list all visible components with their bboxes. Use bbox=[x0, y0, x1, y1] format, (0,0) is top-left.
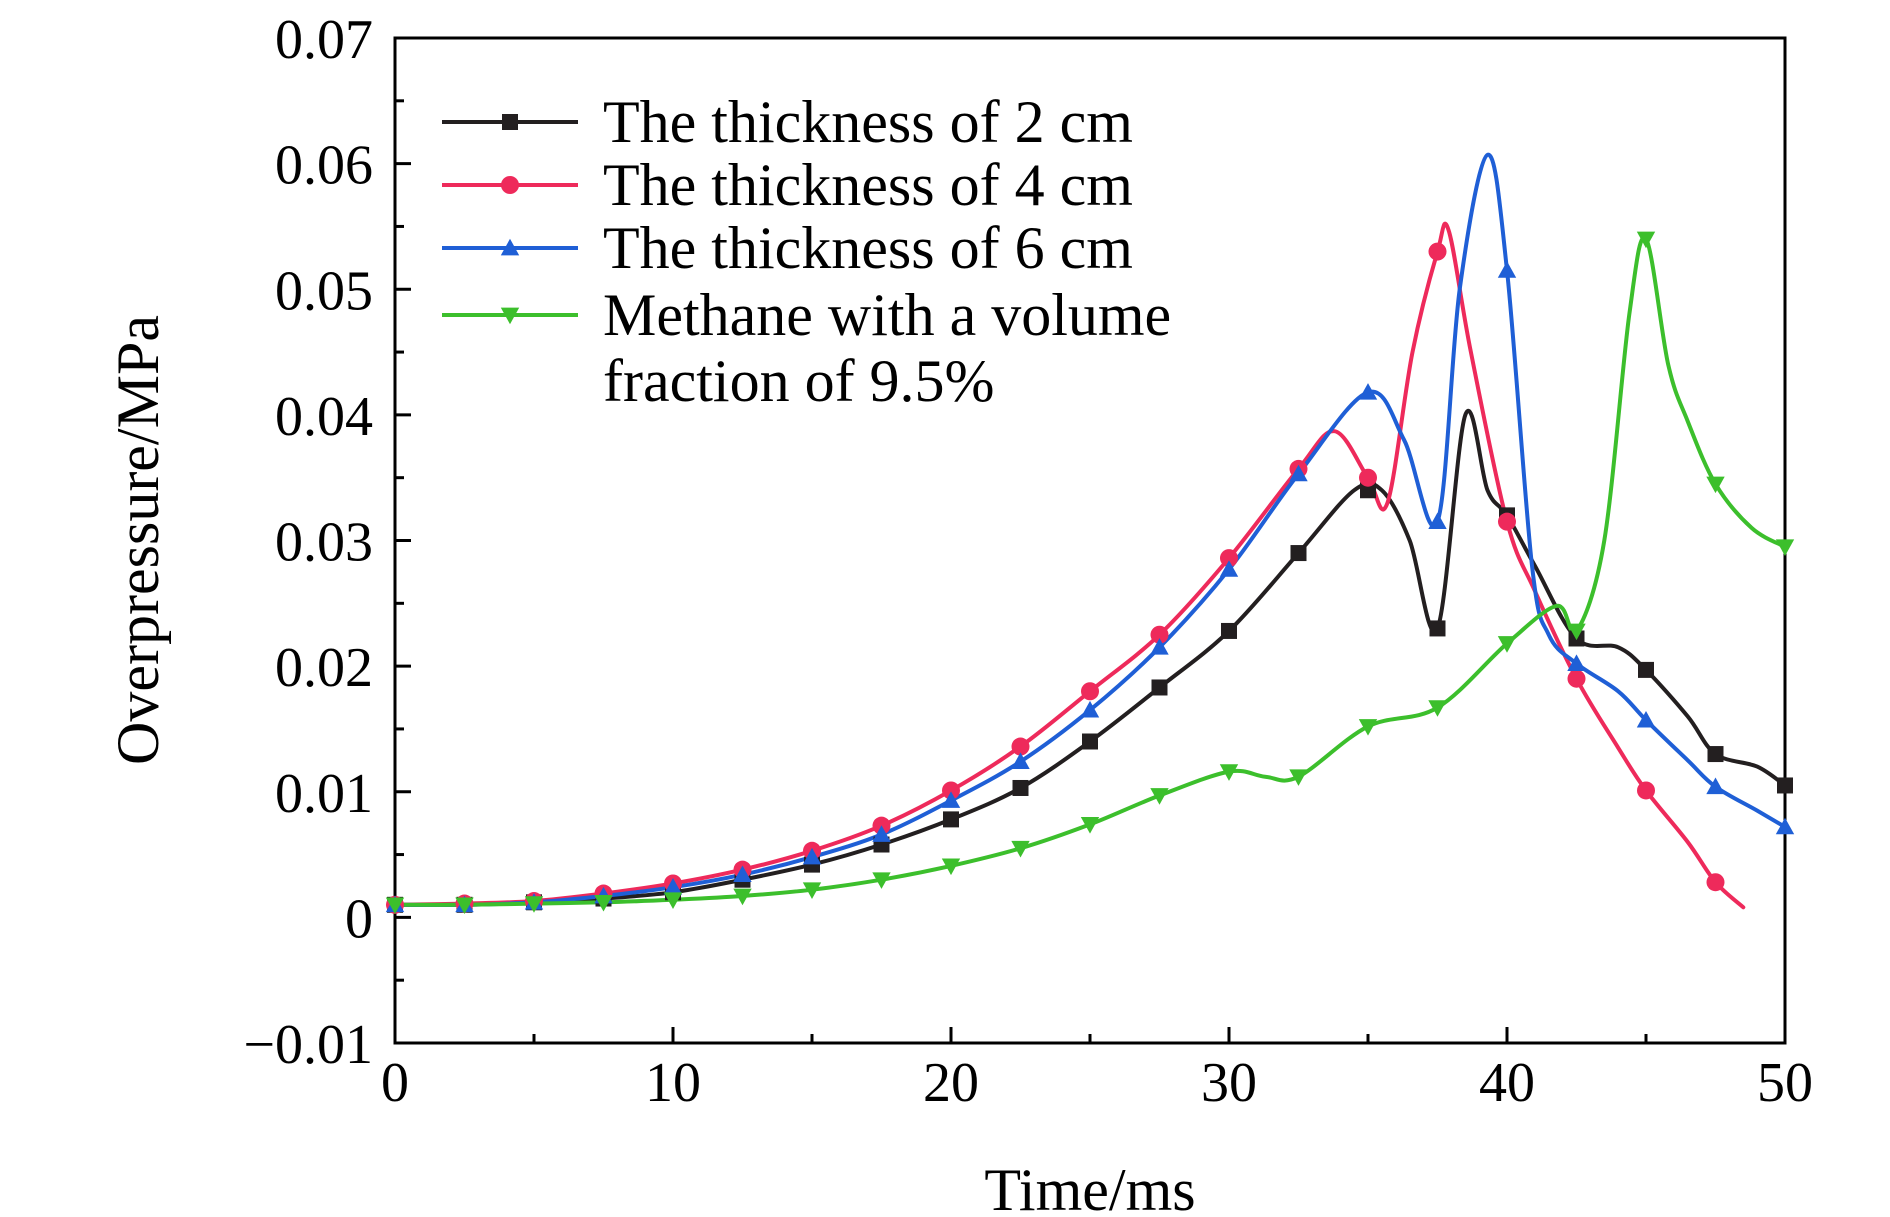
data-point-marker bbox=[1220, 549, 1238, 568]
data-point-marker bbox=[1080, 700, 1100, 718]
data-point-marker bbox=[1081, 682, 1099, 701]
data-point-marker bbox=[733, 888, 752, 906]
data-point-marker bbox=[1080, 817, 1100, 834]
data-point-marker bbox=[663, 878, 683, 895]
x-tick-label: 40 bbox=[1479, 1052, 1535, 1114]
data-point-marker bbox=[1497, 261, 1517, 278]
x-tick-label: 30 bbox=[1201, 1052, 1257, 1114]
data-point-marker bbox=[1359, 468, 1377, 487]
data-point-marker bbox=[1775, 539, 1795, 556]
data-point-marker bbox=[1706, 777, 1725, 795]
legend-label: The thickness of 2 cm bbox=[603, 89, 1133, 155]
data-point-marker bbox=[942, 781, 960, 800]
data-point-marker bbox=[1150, 638, 1169, 655]
data-point-marker bbox=[1428, 242, 1447, 261]
data-point-marker bbox=[1358, 719, 1378, 736]
legend-label: Methane with a volume bbox=[603, 282, 1171, 348]
data-point-marker bbox=[1567, 669, 1586, 688]
x-tick-label: 20 bbox=[923, 1052, 979, 1114]
y-tick-label: 0.01 bbox=[275, 763, 373, 825]
data-point-marker bbox=[663, 892, 683, 909]
data-point-marker bbox=[1012, 779, 1029, 796]
x-tick-label: 50 bbox=[1757, 1052, 1813, 1114]
data-point-marker bbox=[1151, 679, 1168, 696]
data-point-marker bbox=[594, 894, 613, 912]
data-point-marker bbox=[941, 858, 961, 876]
data-point-marker bbox=[1637, 781, 1655, 800]
data-point-marker bbox=[1360, 482, 1376, 499]
data-point-marker bbox=[1429, 620, 1446, 637]
data-point-marker bbox=[524, 896, 544, 913]
data-point-marker bbox=[1638, 661, 1654, 678]
data-point-marker bbox=[1221, 622, 1237, 639]
legend-label: The thickness of 6 cm bbox=[603, 215, 1133, 281]
data-point-marker bbox=[733, 865, 752, 883]
y-tick-label: −0.01 bbox=[243, 1014, 373, 1076]
data-point-marker bbox=[500, 238, 520, 256]
data-point-marker bbox=[802, 847, 822, 865]
data-point-marker bbox=[455, 897, 474, 915]
data-point-marker bbox=[1082, 733, 1098, 750]
data-point-marker bbox=[1290, 545, 1307, 562]
data-point-marker bbox=[1777, 777, 1793, 794]
series-line-1 bbox=[395, 409, 1785, 907]
legend-label: The thickness of 4 cm bbox=[603, 152, 1133, 218]
data-point-marker bbox=[1289, 464, 1308, 482]
x-axis: 0 10 20 30 40 50 bbox=[381, 1027, 1813, 1114]
x-tick-label: 0 bbox=[381, 1052, 409, 1114]
data-point-marker bbox=[501, 176, 519, 194]
data-point-marker bbox=[1289, 769, 1308, 786]
data-point-marker bbox=[1219, 560, 1239, 577]
data-point-marker bbox=[502, 114, 518, 130]
legend-label: fraction of 9.5% bbox=[603, 348, 995, 414]
data-point-marker bbox=[1707, 746, 1724, 763]
data-point-marker bbox=[1636, 710, 1656, 728]
y-tick-label: 0.04 bbox=[275, 386, 373, 448]
y-tick-label: 0.03 bbox=[275, 512, 373, 574]
data-point-marker bbox=[1011, 840, 1030, 858]
data-point-marker bbox=[872, 825, 891, 842]
data-point-marker bbox=[1497, 636, 1517, 653]
data-point-marker bbox=[1150, 625, 1169, 644]
data-point-marker bbox=[1567, 654, 1586, 671]
data-point-marker bbox=[1706, 873, 1725, 892]
y-tick-label: 0.05 bbox=[275, 260, 373, 322]
data-point-marker bbox=[1428, 700, 1447, 717]
data-point-marker bbox=[1636, 231, 1656, 249]
data-point-marker bbox=[1706, 476, 1725, 494]
y-axis-title: Overpressure/MPa bbox=[105, 315, 171, 765]
data-point-marker bbox=[1150, 788, 1169, 805]
y-axis: −0.01 0 0.01 0.02 0.03 0.04 0.05 0.06 0.07 bbox=[243, 9, 411, 1076]
x-axis-title: Time/ms bbox=[984, 1157, 1195, 1217]
data-point-marker bbox=[500, 307, 520, 325]
data-point-marker bbox=[1358, 383, 1378, 400]
data-point-marker bbox=[1219, 764, 1239, 781]
y-tick-label: 0 bbox=[345, 888, 373, 950]
y-tick-label: 0.02 bbox=[275, 637, 373, 699]
data-point-marker bbox=[1428, 512, 1447, 530]
data-point-marker bbox=[872, 872, 891, 889]
data-point-marker bbox=[1775, 817, 1795, 835]
y-tick-label: 0.07 bbox=[275, 9, 373, 71]
marker-layer bbox=[385, 231, 1795, 915]
y-tick-label: 0.06 bbox=[275, 135, 373, 197]
data-point-marker bbox=[1567, 623, 1586, 641]
data-point-marker bbox=[385, 897, 405, 915]
data-point-marker bbox=[1011, 752, 1030, 769]
data-point-marker bbox=[1011, 737, 1030, 756]
data-point-marker bbox=[943, 811, 959, 828]
data-point-marker bbox=[1498, 512, 1516, 531]
data-point-marker bbox=[941, 791, 961, 808]
x-tick-label: 10 bbox=[645, 1052, 701, 1114]
data-point-marker bbox=[802, 882, 822, 899]
